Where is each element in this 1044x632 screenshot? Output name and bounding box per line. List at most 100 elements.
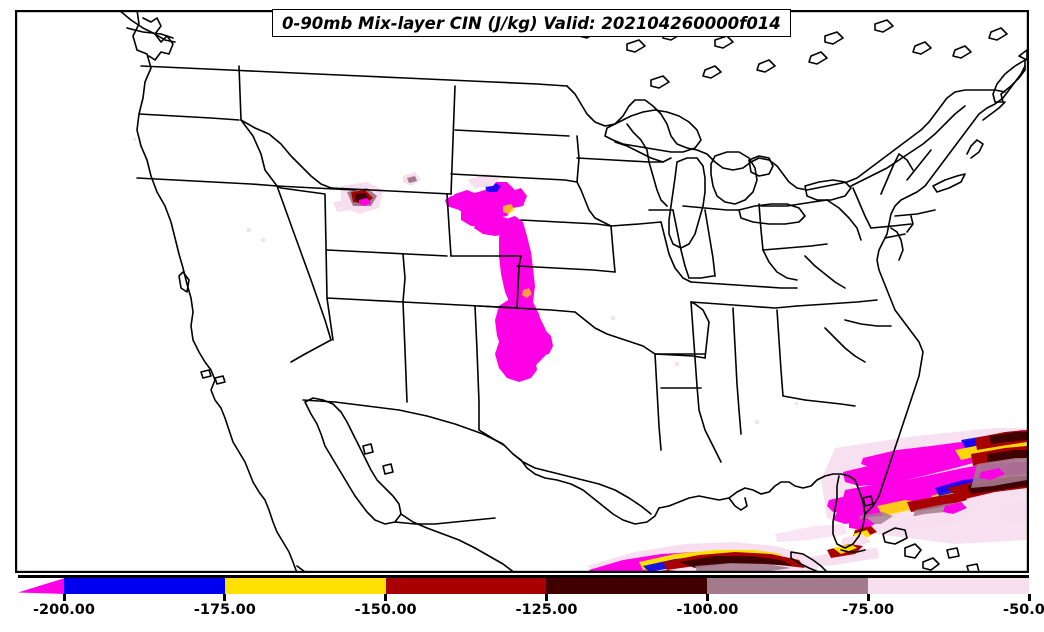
gulf-of-california [304,397,402,525]
state-border-ny-ma-ct [870,223,912,229]
state-border-tn-ms-al-ga [690,301,798,309]
mississippi-delta [728,497,748,511]
state-border-il-in [672,209,690,279]
st-lawrence-river [850,105,966,187]
bahamas-1 [882,527,908,545]
canada-lake-10 [702,65,722,79]
long-island [932,173,966,193]
newfoundland-tip [1018,49,1027,61]
state-border-mt-wy [330,187,452,195]
rio-grande [512,453,660,525]
map-canvas [17,12,1027,571]
state-border-wy-sd-ne [446,193,452,257]
cuba-outline [790,551,828,571]
vancouver-island [120,12,176,43]
colorbar-tick-label-3: -125.00 [515,602,578,618]
state-border-wy-co-ut [326,249,448,257]
state-border-az-nm [402,301,408,403]
canada-lake-13 [952,45,972,59]
canada-lake-7 [912,41,932,55]
colorbar-segment-4 [707,578,869,594]
colorbar-tick-label-2: -150.00 [354,602,417,618]
mexico-north-border-gulf [394,517,496,525]
state-border-wv-va [804,255,846,289]
cuba-cin-band [587,542,879,571]
colorbar-tick-2 [384,594,388,601]
state-border-ia-mo [610,221,662,227]
colorbar-segment-3 [546,578,708,594]
state-border-mi-oh-in [682,205,740,211]
pacific-coastline [132,12,298,571]
lake-okeechobee [862,495,874,507]
state-border-in-oh [704,209,716,277]
florida-bahamas-cin-band [821,428,1027,548]
lake-superior [604,109,702,153]
state-border-oh-pa [758,203,764,251]
state-border-sd-ne [450,173,578,183]
state-border-sc-ga [824,327,866,363]
colorbar-tick-0 [62,594,66,601]
state-border-id-mt-wy [240,119,332,189]
colorbar-tick-label-6: -50.00 [1003,602,1044,618]
strait-juan-de-fuca [126,27,174,39]
us-canada-border-west [140,65,568,87]
state-border-nm-tx [474,305,506,447]
state-border-il-mo-ky [660,221,692,283]
state-border-ok-tx [574,311,656,355]
map-frame [15,10,1029,573]
state-border-co-ks-ne [450,255,522,309]
bahamas-5 [966,563,980,571]
state-border-vt-nh [880,153,900,195]
state-border-co-ut-wy [402,253,406,303]
gulf-island-1 [362,443,374,455]
scattered-faint-cin [133,138,798,424]
colorbar-tick-label-4: -100.00 [676,602,739,618]
colorbar-gradient [64,578,1029,594]
state-border-ok-tx-panhandle [478,305,576,313]
canada-lake-14 [988,27,1008,41]
state-border-ks-mo [610,225,616,273]
state-border-nj-ny-pa [826,199,862,241]
colorbar-ticks [0,594,1044,602]
canada-lake-5 [824,31,844,45]
atlantic-coastline [876,65,1026,401]
colorbar-tick-label-5: -75.00 [842,602,895,618]
us-canada-border-lakes [566,85,1006,191]
colorbar-axis-line [18,575,1029,578]
state-border-ga-al [776,309,806,401]
colorbar-tick-label-0: -200.00 [33,602,95,618]
state-border-nh-me [906,149,932,181]
florida-peninsula [832,475,866,549]
florida-keys [840,549,866,553]
state-border-nv-ut [276,185,334,341]
state-border-al-ms [732,307,742,435]
state-border-ca-nv [276,185,332,341]
lake-huron [710,151,758,205]
channel-island-1 [200,369,212,379]
canada-lake-12 [808,51,828,65]
state-border-nv-az-ca [290,339,332,363]
colorbar-tick-label-1: -175.00 [193,602,256,618]
state-border-ks-ok [516,265,616,273]
channel-island-2 [214,375,226,385]
colorbar-tick-4 [705,594,709,601]
state-border-wv-ky-oh [762,249,798,281]
gulf-coast [658,473,856,509]
colorbar-segment-1 [224,578,386,594]
sf-bay [178,271,190,293]
colorbar-tick-labels: -200.00 -175.00 -150.00 -125.00 -100.00 -75.0… [0,602,1044,624]
state-border-mo-tn-ky [690,301,710,359]
state-border-md-de [884,233,906,239]
state-border-wi-mi-up [614,141,664,163]
bahamas-2 [904,543,922,559]
state-border-nc-sc [844,319,892,327]
cape-cod [966,139,984,159]
central-plains-cin-plume [445,174,553,382]
colorbar-under-arrow [18,578,65,594]
nova-scotia [992,59,1026,103]
state-border-mn-wi [626,123,650,163]
state-border-me-nh-ma [898,153,914,171]
colorbar-tick-6 [1027,594,1031,601]
colorbar-tick-1 [223,594,227,601]
